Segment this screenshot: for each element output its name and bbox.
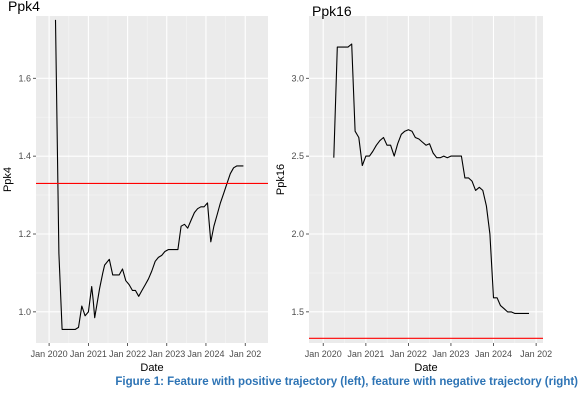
- chart-right: 1.5 2.0 2.5 3.0 Jan 2020 Jan 2021 Jan 2022 Jan …: [275, 3, 552, 372]
- figure-caption: Figure 1: Feature with positive trajecto…: [115, 376, 578, 388]
- panel-background: [36, 16, 268, 343]
- x-tick-label: Jan 2023: [148, 349, 185, 359]
- series-line: [333, 43, 529, 314]
- y-tick-label: 1.0: [18, 307, 31, 317]
- x-tick-label: Jan 2021: [70, 349, 107, 359]
- y-tick-label: 1.4: [18, 151, 31, 161]
- x-tick-label: Jan 2023: [432, 349, 469, 359]
- x-tick-label: Jan 2022: [390, 349, 427, 359]
- y-tick-label: 3.0: [291, 73, 304, 83]
- panel-background: [309, 16, 543, 343]
- x-tick-label: Jan 2022: [109, 349, 146, 359]
- series-line: [54, 19, 244, 330]
- x-tick-label: Jan 2020: [31, 349, 68, 359]
- x-tick-label: Jan 2021: [347, 349, 384, 359]
- y-axis-title: Ppk16: [275, 164, 287, 195]
- x-tick-label: Jan 202: [229, 349, 261, 359]
- chart-title: Ppk16: [312, 3, 352, 19]
- y-tick-label: 2.5: [291, 151, 304, 161]
- x-axis-title: Date: [414, 362, 437, 372]
- y-tick-label: 1.5: [291, 307, 304, 317]
- y-tick-label: 1.2: [18, 229, 31, 239]
- x-tick-label: Jan 2024: [187, 349, 224, 359]
- y-tick-label: 2.0: [291, 229, 304, 239]
- x-tick-label: Jan 202: [520, 349, 552, 359]
- x-tick-label: Jan 2024: [475, 349, 512, 359]
- y-axis-title: Ppk4: [2, 167, 14, 192]
- x-tick-label: Jan 2020: [305, 349, 342, 359]
- x-axis-title: Date: [140, 362, 163, 372]
- chart-title: Ppk4: [8, 0, 40, 14]
- y-tick-label: 1.6: [18, 73, 31, 83]
